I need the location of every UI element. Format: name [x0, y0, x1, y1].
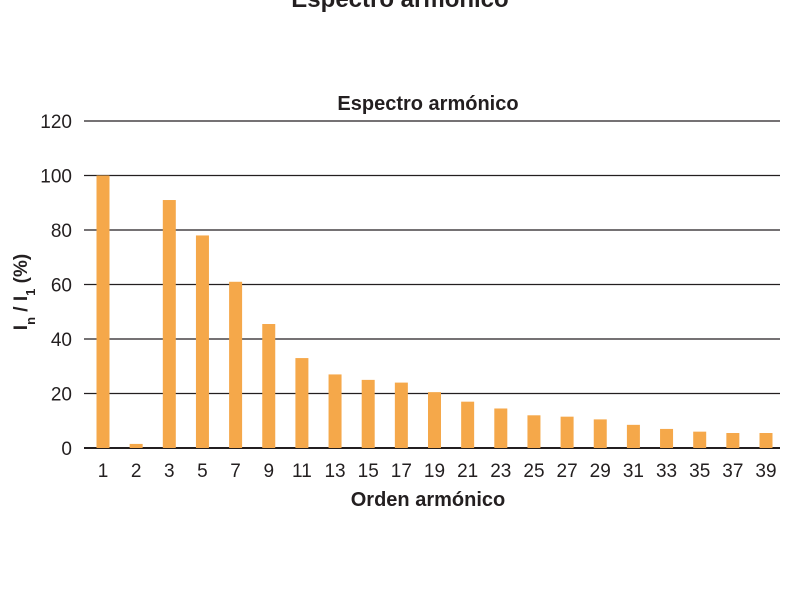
bar-harmonic-11 [295, 358, 309, 448]
bar-harmonic-3 [162, 200, 176, 448]
bar-harmonic-35 [693, 431, 707, 448]
bar-harmonic-39 [759, 433, 773, 448]
x-tick-label: 39 [755, 461, 776, 482]
bar-harmonic-9 [262, 324, 276, 448]
y-axis-title-i: I [11, 325, 32, 330]
y-tick-label: 40 [51, 330, 72, 351]
x-tick-label: 29 [590, 461, 611, 482]
y-axis-title-pct: (%) [11, 254, 32, 289]
x-tick-label: 17 [391, 461, 412, 482]
bar-harmonic-17 [394, 382, 408, 448]
bar-harmonic-1 [96, 175, 110, 448]
y-tick-label: 0 [61, 439, 72, 460]
x-tick-label: 25 [523, 461, 544, 482]
x-tick-label: 23 [490, 461, 511, 482]
x-tick-label: 3 [164, 461, 175, 482]
y-tick-label: 80 [51, 221, 72, 242]
bar-harmonic-7 [229, 281, 243, 448]
y-tick-label: 120 [40, 112, 72, 133]
x-tick-label: 19 [424, 461, 445, 482]
y-tick-label: 20 [51, 385, 72, 406]
y-axis-title: In / I1 (%) [11, 254, 38, 330]
x-tick-label: 9 [263, 461, 274, 482]
bar-harmonic-2 [129, 443, 143, 448]
x-axis-title: Orden armónico [351, 489, 505, 511]
x-tick-label: 15 [358, 461, 379, 482]
bars-group [96, 175, 773, 448]
x-tick-labels: 1 2 3 5 7 9 11 13 15 17 19 21 23 25 27 29 31 33 35 37 39 [98, 461, 777, 482]
y-tick-label: 60 [51, 276, 72, 297]
x-tick-label: 11 [292, 461, 312, 482]
x-tick-label: 31 [623, 461, 644, 482]
bar-harmonic-27 [560, 416, 574, 448]
bar-harmonic-15 [361, 379, 375, 448]
partial-top-text: Espectro armónico [0, 0, 800, 14]
x-tick-label: 21 [457, 461, 478, 482]
bar-harmonic-29 [593, 419, 607, 448]
bar-harmonic-13 [328, 374, 342, 448]
x-tick-label: 35 [689, 461, 710, 482]
bar-harmonic-37 [726, 433, 740, 448]
y-axis-title-i1: / I [11, 296, 32, 317]
x-tick-label: 33 [656, 461, 677, 482]
bar-harmonic-5 [195, 235, 209, 448]
bar-harmonic-19 [428, 392, 441, 448]
y-axis-title-sub-n: n [23, 317, 38, 325]
bar-harmonic-31 [626, 424, 640, 448]
y-tick-label: 100 [40, 167, 72, 188]
bar-harmonic-21 [461, 401, 475, 448]
bar-harmonic-33 [660, 428, 674, 448]
x-tick-label: 1 [98, 461, 109, 482]
chart-title: Espectro armónico [337, 93, 518, 115]
x-tick-label: 37 [722, 461, 743, 482]
x-tick-label: 5 [197, 461, 208, 482]
bar-harmonic-25 [527, 415, 541, 448]
x-tick-label: 7 [230, 461, 241, 482]
x-tick-label: 13 [324, 461, 345, 482]
bar-harmonic-23 [494, 408, 508, 448]
x-tick-label: 2 [131, 461, 142, 482]
y-axis-title-sub-1: 1 [23, 289, 38, 296]
x-tick-label: 27 [557, 461, 578, 482]
y-tick-labels: 0 20 40 60 80 100 120 [40, 112, 72, 460]
